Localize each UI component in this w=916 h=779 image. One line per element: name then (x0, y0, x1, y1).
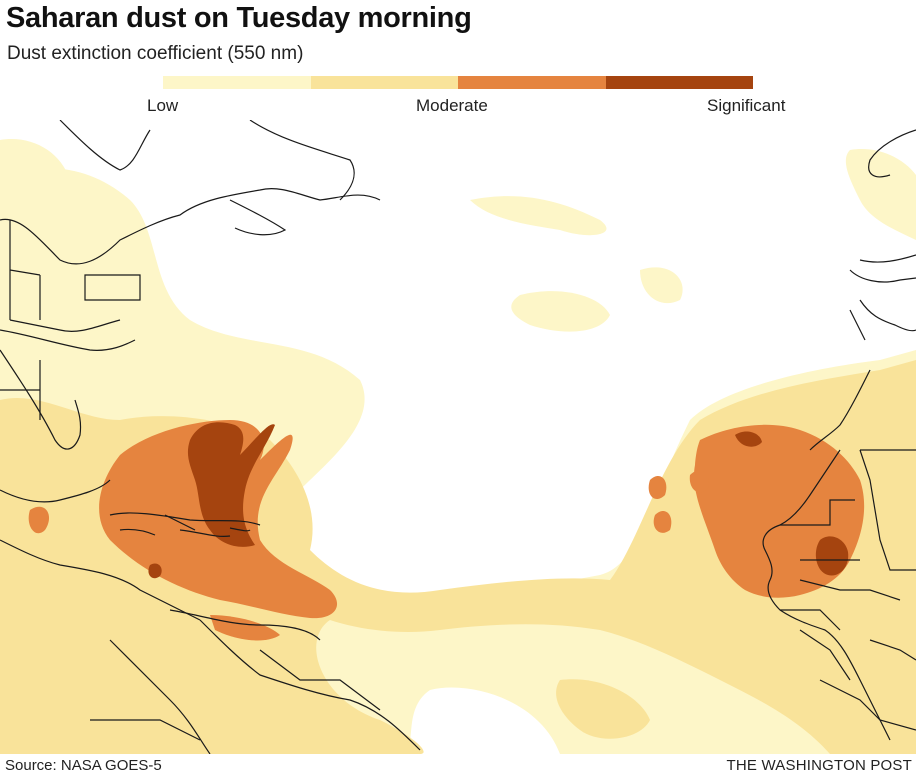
dust-map (0, 120, 916, 754)
page-title: Saharan dust on Tuesday morning (6, 2, 472, 34)
legend-swatch-3 (458, 76, 606, 89)
legend-swatch-2 (310, 76, 458, 89)
legend-label-moderate: Moderate (416, 96, 488, 115)
legend-swatch-1 (163, 76, 311, 89)
legend-swatch-4 (605, 76, 753, 89)
publisher-credit: THE WASHINGTON POST (726, 757, 912, 774)
source-note: Source: NASA GOES-5 (5, 757, 162, 774)
dust-layer-significant (148, 422, 849, 579)
coastlines (0, 120, 916, 754)
legend-label-significant: Significant (707, 96, 786, 115)
legend-label-low: Low (147, 96, 179, 115)
color-legend-bar (163, 76, 753, 89)
page-subtitle: Dust extinction coefficient (550 nm) (7, 43, 304, 64)
